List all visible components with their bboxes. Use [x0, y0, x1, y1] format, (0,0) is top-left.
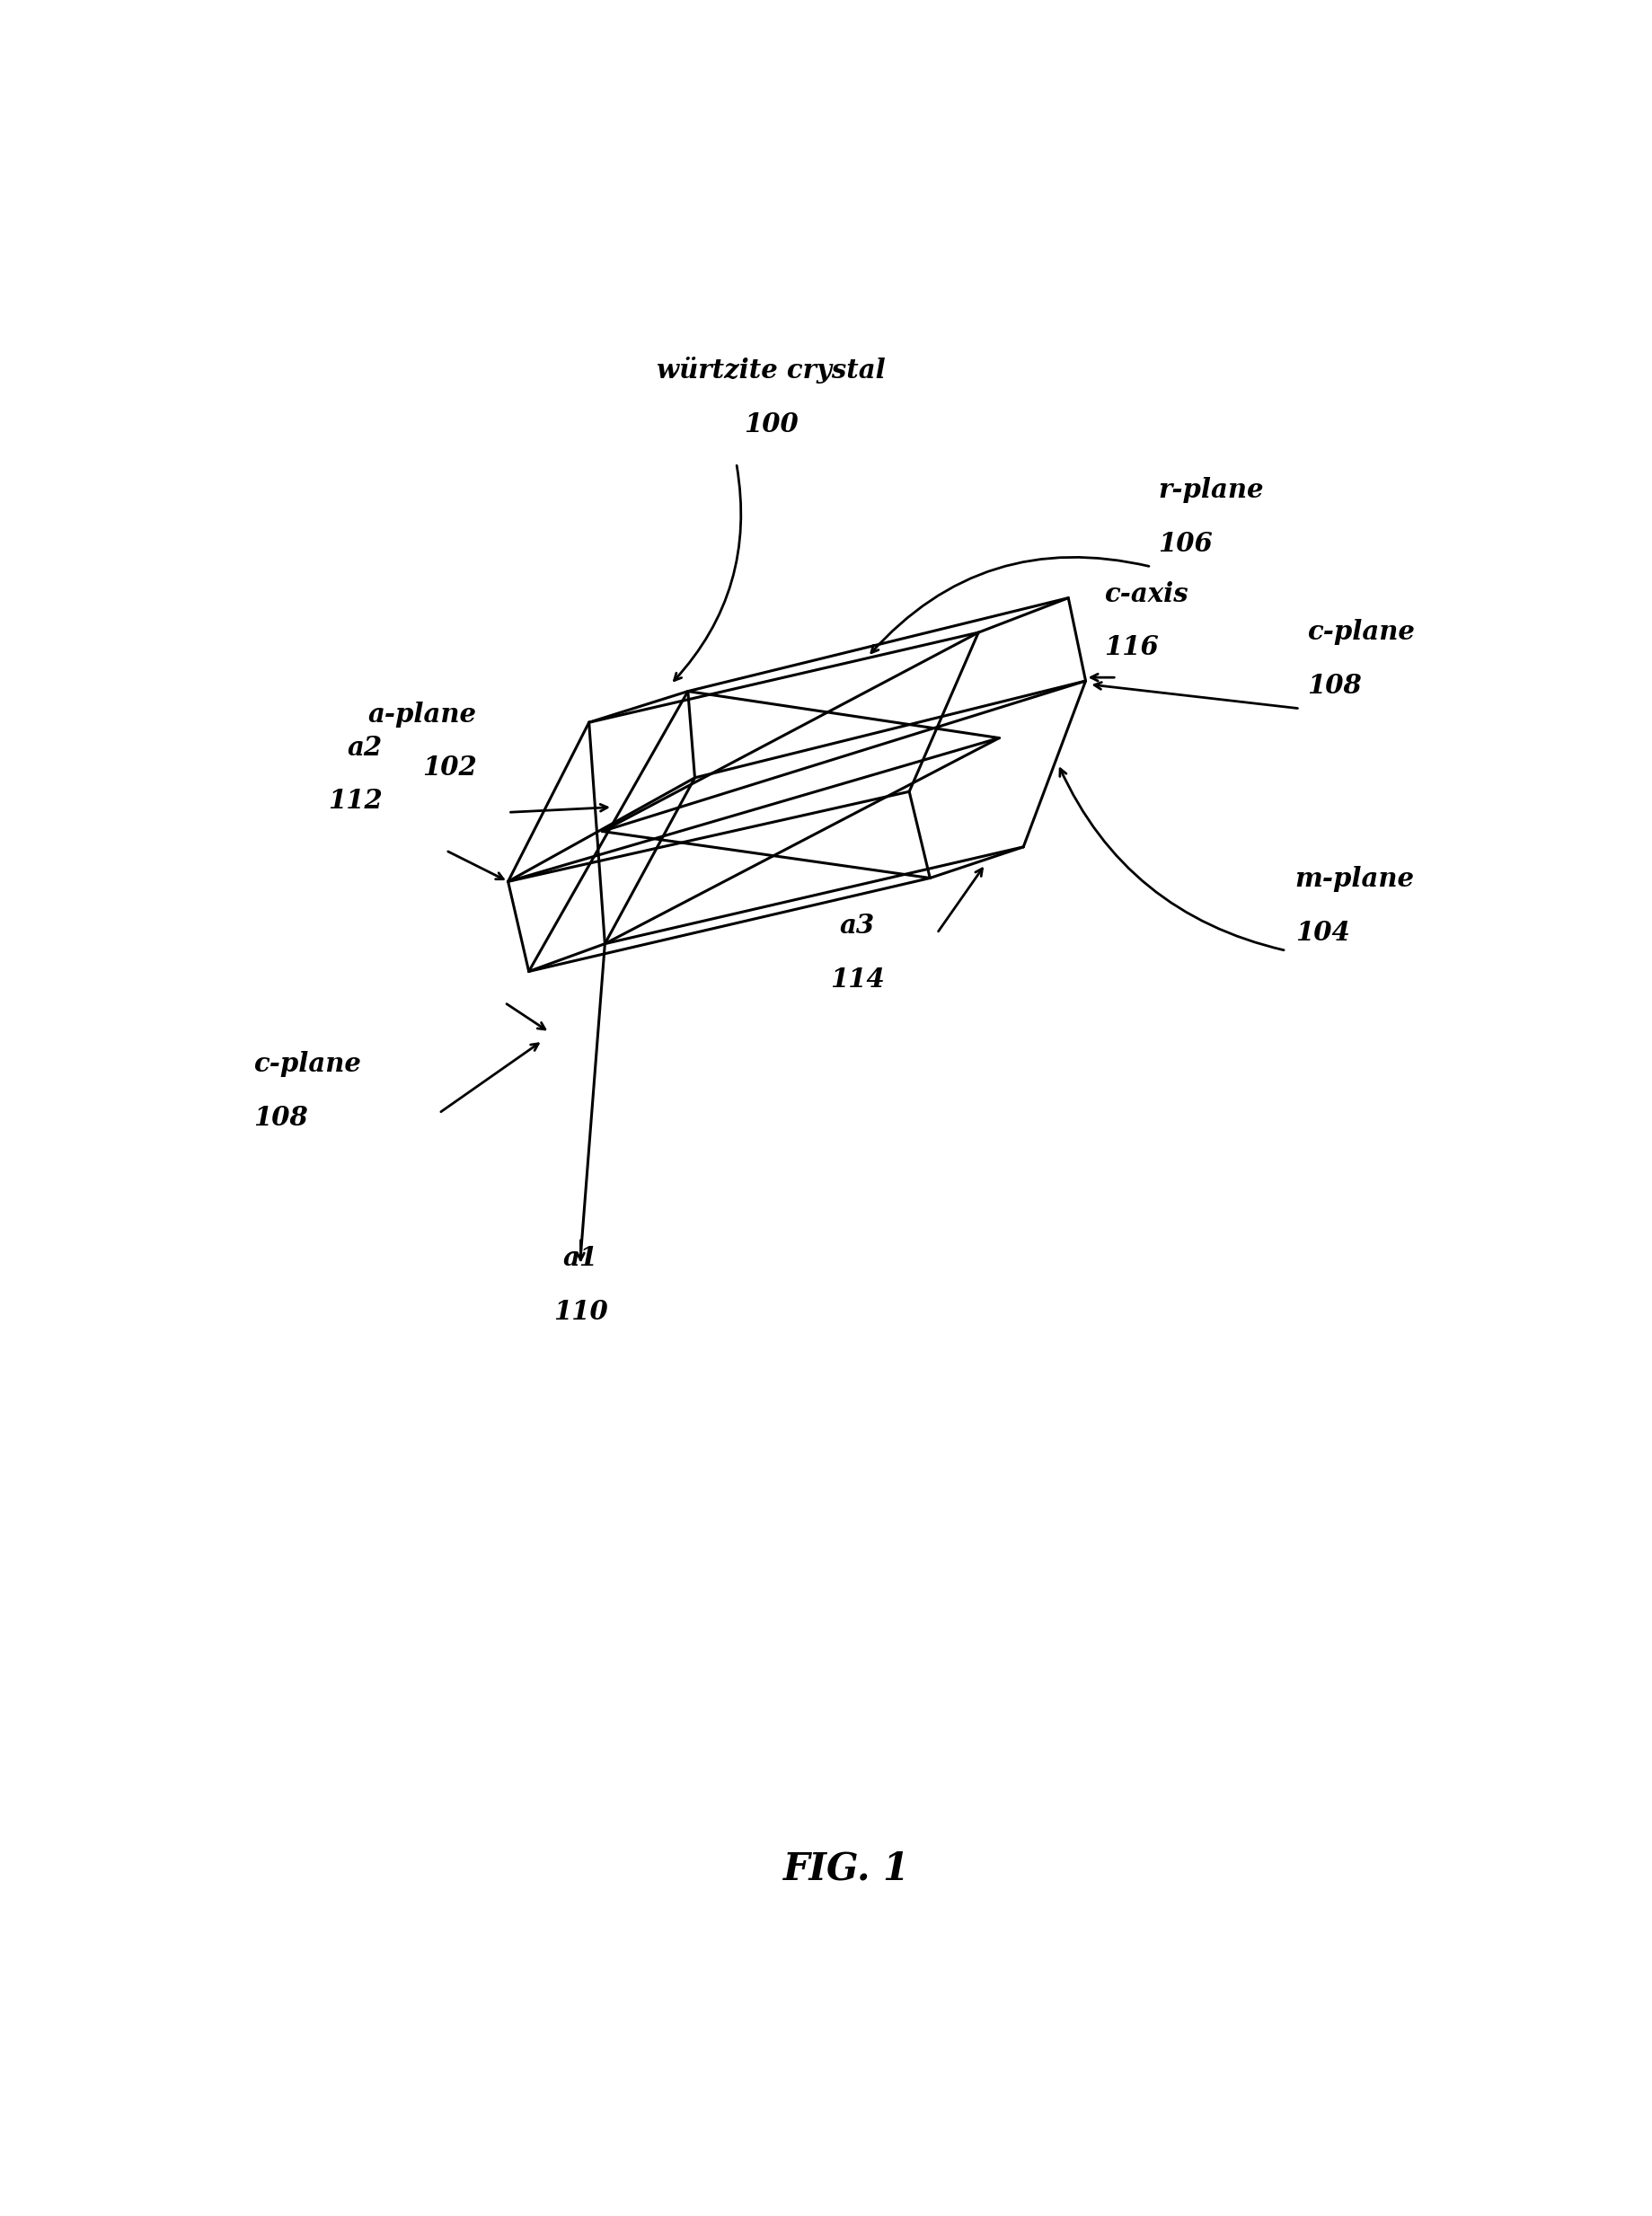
Text: 100: 100 [743, 412, 798, 437]
Text: a2: a2 [347, 733, 382, 760]
Text: a-plane: a-plane [368, 700, 477, 727]
Text: FIG. 1: FIG. 1 [783, 1850, 910, 1888]
Text: m-plane: m-plane [1295, 866, 1414, 891]
Text: 106: 106 [1158, 532, 1213, 556]
Text: 108: 108 [1307, 674, 1361, 698]
Text: c-plane: c-plane [1307, 618, 1414, 645]
Text: 116: 116 [1104, 634, 1160, 660]
Text: a1: a1 [563, 1245, 598, 1272]
Text: a3: a3 [839, 913, 876, 940]
Text: c-axis: c-axis [1104, 581, 1188, 607]
Text: r-plane: r-plane [1158, 476, 1264, 503]
Text: 112: 112 [327, 789, 382, 813]
Text: 110: 110 [553, 1299, 608, 1325]
Text: 114: 114 [829, 966, 885, 993]
Text: c-plane: c-plane [253, 1050, 362, 1077]
Text: 102: 102 [423, 756, 477, 780]
Text: 104: 104 [1295, 920, 1350, 946]
Text: 108: 108 [253, 1106, 307, 1130]
Text: würtzite crystal: würtzite crystal [656, 357, 885, 383]
